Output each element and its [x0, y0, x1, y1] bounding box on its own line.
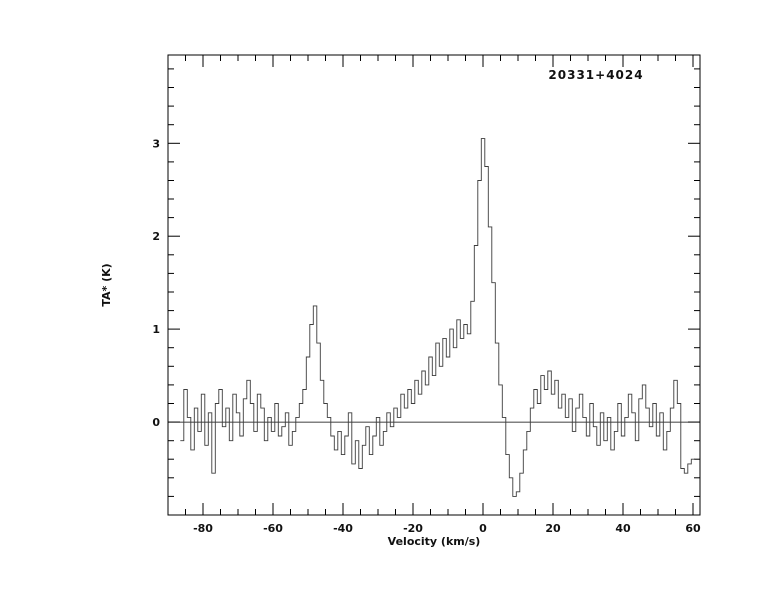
svg-text:40: 40 — [615, 522, 631, 535]
spectrum-step-line — [180, 138, 695, 497]
svg-text:3: 3 — [152, 137, 160, 150]
svg-text:0: 0 — [152, 416, 160, 429]
svg-text:60: 60 — [685, 522, 701, 535]
svg-text:-80: -80 — [193, 522, 213, 535]
svg-text:20: 20 — [545, 522, 561, 535]
y-axis-label: TA* (K) — [100, 263, 113, 306]
svg-text:2: 2 — [152, 230, 160, 243]
svg-text:1: 1 — [152, 323, 160, 336]
svg-text:0: 0 — [479, 522, 487, 535]
axis-ticks — [168, 55, 700, 515]
svg-text:-20: -20 — [403, 522, 423, 535]
source-label: 20331+4024 — [548, 68, 643, 82]
svg-text:-40: -40 — [333, 522, 353, 535]
svg-text:-60: -60 — [263, 522, 283, 535]
axis-tick-labels: -80 -60 -40 -20 0 20 40 60 0 1 2 3 — [152, 137, 701, 535]
x-axis-label: Velocity (km/s) — [388, 535, 481, 548]
plot-frame — [167, 54, 701, 516]
